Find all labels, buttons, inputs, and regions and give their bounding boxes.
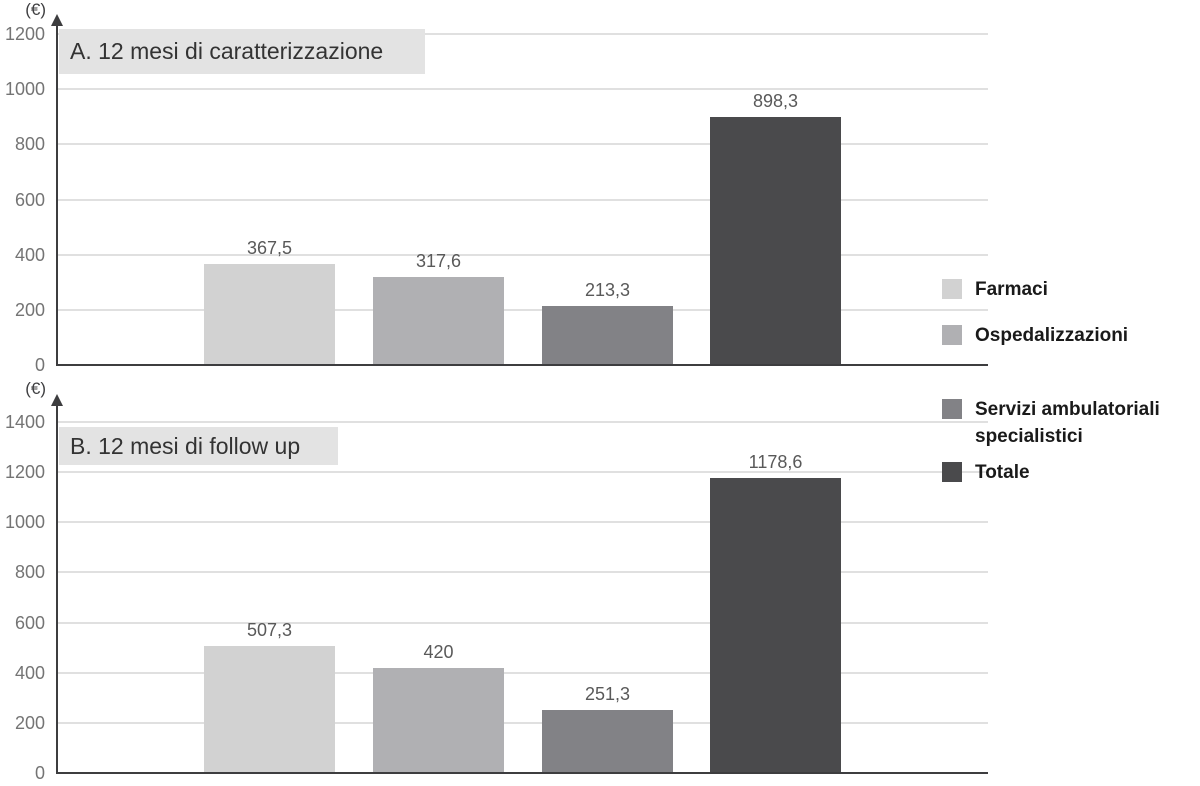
bar-a-servizi-ambulatoriali-specialistici — [542, 306, 673, 364]
y-axis-line — [56, 402, 58, 774]
bar-value-label: 213,3 — [584, 280, 631, 301]
y-tick-label-200: 200 — [14, 712, 45, 733]
gridline-800 — [58, 143, 988, 146]
legend-label: Farmaci — [975, 279, 1048, 300]
gridline-400 — [58, 671, 988, 674]
bar-b-farmaci — [204, 645, 335, 772]
gridline-200 — [58, 721, 988, 724]
bar-value-label: 420 — [423, 641, 454, 662]
y-tick-label-0: 0 — [34, 355, 45, 375]
y-tick-label-600: 600 — [14, 612, 45, 633]
bar-b-ospedalizzazioni — [373, 667, 504, 772]
y-tick-label-200: 200 — [14, 299, 45, 320]
y-axis-line — [56, 22, 58, 366]
bar-b-servizi-ambulatoriali-specialistici — [542, 709, 673, 772]
bar-value-label: 507,3 — [246, 619, 293, 640]
y-axis-unit-label: (€) — [25, 379, 46, 398]
y-axis-arrow-icon — [51, 14, 63, 26]
bar-b-totale — [710, 477, 841, 772]
y-tick-label-0: 0 — [34, 763, 45, 783]
y-tick-label-400: 400 — [14, 244, 45, 265]
legend-label: Totale — [975, 462, 1030, 483]
legend-label: Ospedalizzazioni — [975, 325, 1129, 346]
legend-swatch-icon — [942, 325, 962, 345]
gridline-1000 — [58, 521, 988, 524]
gridline-600 — [58, 198, 988, 201]
bar-value-label: 1178,6 — [748, 451, 803, 472]
gridline-1000 — [58, 88, 988, 91]
y-tick-label-400: 400 — [14, 662, 45, 683]
y-tick-label-800: 800 — [14, 134, 45, 155]
gridline-1200 — [58, 471, 988, 474]
gridline-1400 — [58, 421, 988, 423]
y-tick-label-1400: 1400 — [4, 412, 45, 432]
legend-swatch-icon — [942, 399, 962, 419]
y-axis-arrow-icon — [51, 394, 63, 406]
x-axis-line — [56, 364, 988, 366]
panel-title: B. 12 mesi di follow up — [59, 427, 338, 465]
y-axis-unit-label: (€) — [25, 0, 46, 19]
y-tick-label-1200: 1200 — [4, 24, 45, 44]
bar-a-farmaci — [204, 263, 335, 364]
legend-swatch-icon — [942, 279, 962, 299]
bar-value-label: 367,5 — [246, 237, 293, 258]
y-tick-label-1200: 1200 — [4, 462, 45, 483]
bar-value-label: 251,3 — [584, 683, 631, 704]
gridline-600 — [58, 621, 988, 624]
y-tick-label-1000: 1000 — [4, 79, 45, 100]
panel-title: A. 12 mesi di caratterizzazione — [59, 29, 425, 74]
y-tick-label-600: 600 — [14, 189, 45, 210]
bar-value-label: 317,6 — [415, 251, 462, 272]
gridline-800 — [58, 571, 988, 574]
legend-swatch-icon — [942, 462, 962, 482]
gridline-1200 — [58, 33, 988, 35]
bar-a-totale — [710, 117, 841, 364]
gridline-200 — [58, 308, 988, 311]
bar-value-label: 898,3 — [752, 91, 799, 112]
y-tick-label-1000: 1000 — [4, 512, 45, 533]
gridline-400 — [58, 253, 988, 256]
legend-label: Servizi ambulatoriali specialistici — [975, 399, 1160, 447]
x-axis-line — [56, 772, 988, 774]
y-tick-label-800: 800 — [14, 562, 45, 583]
bar-a-ospedalizzazioni — [373, 277, 504, 364]
